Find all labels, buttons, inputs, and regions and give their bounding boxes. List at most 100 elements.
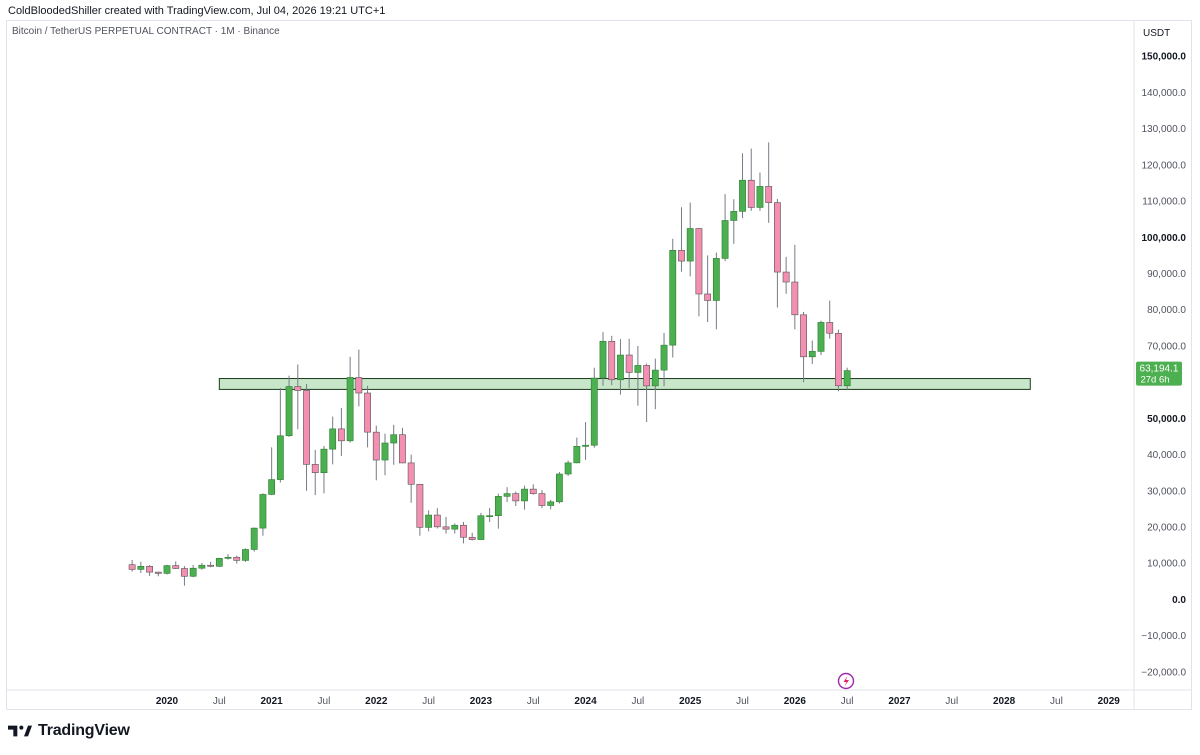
candle[interactable]: [486, 508, 494, 522]
candle[interactable]: [617, 339, 624, 395]
candle[interactable]: [311, 449, 319, 496]
candle[interactable]: [808, 340, 816, 365]
candle[interactable]: [730, 199, 738, 244]
lightning-icon[interactable]: [837, 672, 855, 690]
candle[interactable]: [529, 484, 537, 495]
candle[interactable]: [503, 487, 511, 503]
y-tick-label: −10,000.0: [1141, 631, 1186, 642]
candle[interactable]: [739, 153, 746, 219]
candle[interactable]: [250, 527, 258, 552]
candle[interactable]: [573, 437, 581, 464]
candle-body: [416, 483, 424, 528]
candle[interactable]: [390, 424, 398, 465]
candle[interactable]: [451, 523, 459, 534]
candle[interactable]: [320, 445, 328, 494]
candle[interactable]: [651, 358, 659, 410]
candle[interactable]: [538, 490, 546, 509]
y-tick-label: 70,000.0: [1147, 341, 1186, 352]
candle[interactable]: [712, 252, 720, 330]
candle[interactable]: [294, 364, 302, 430]
candle[interactable]: [817, 320, 825, 355]
candle[interactable]: [242, 548, 249, 562]
candle[interactable]: [181, 566, 188, 586]
candle[interactable]: [468, 532, 476, 541]
candle-body: [285, 386, 293, 437]
candle[interactable]: [564, 460, 572, 476]
x-tick-label: Jul: [422, 696, 435, 707]
candle[interactable]: [276, 387, 284, 483]
candle[interactable]: [329, 416, 337, 465]
candle[interactable]: [425, 510, 432, 532]
candle[interactable]: [835, 329, 842, 392]
candle[interactable]: [268, 447, 276, 496]
candle[interactable]: [582, 422, 589, 460]
candle[interactable]: [407, 454, 415, 503]
candle[interactable]: [826, 300, 834, 339]
support-zone[interactable]: [218, 378, 1031, 390]
candle[interactable]: [686, 202, 694, 277]
candle[interactable]: [442, 516, 450, 534]
candle[interactable]: [843, 367, 851, 390]
candle[interactable]: [172, 561, 180, 570]
candle[interactable]: [381, 433, 389, 476]
candle[interactable]: [800, 311, 807, 383]
candle[interactable]: [477, 512, 485, 540]
candle[interactable]: [634, 345, 642, 406]
candle[interactable]: [765, 142, 773, 223]
candle[interactable]: [608, 335, 616, 386]
candle[interactable]: [303, 383, 310, 491]
candle[interactable]: [782, 256, 790, 294]
candle[interactable]: [207, 561, 214, 568]
candle[interactable]: [163, 564, 171, 575]
chart-frame[interactable]: [6, 20, 1192, 710]
candle[interactable]: [224, 554, 232, 560]
candle[interactable]: [494, 493, 502, 529]
candle-body: [294, 386, 302, 391]
candle[interactable]: [747, 148, 755, 211]
candle[interactable]: [599, 332, 607, 386]
candle[interactable]: [695, 228, 703, 317]
candle[interactable]: [198, 562, 206, 570]
candle[interactable]: [555, 471, 563, 504]
candle[interactable]: [346, 356, 354, 443]
candle[interactable]: [660, 332, 668, 387]
candle[interactable]: [773, 198, 781, 308]
x-tick-label: Jul: [945, 696, 958, 707]
x-tick-label: Jul: [213, 696, 226, 707]
candle[interactable]: [791, 244, 799, 330]
candle[interactable]: [146, 565, 153, 576]
candle[interactable]: [460, 521, 467, 544]
candle[interactable]: [625, 338, 633, 388]
candle[interactable]: [704, 255, 712, 323]
candle[interactable]: [416, 483, 424, 536]
candle[interactable]: [337, 407, 345, 457]
candle[interactable]: [643, 363, 650, 422]
candle[interactable]: [355, 349, 363, 407]
candle-body: [233, 556, 241, 561]
candle[interactable]: [678, 207, 685, 272]
candle[interactable]: [399, 427, 406, 464]
candle[interactable]: [189, 565, 197, 578]
candle[interactable]: [259, 493, 267, 536]
candle[interactable]: [721, 194, 729, 262]
candle[interactable]: [512, 491, 520, 507]
candle[interactable]: [364, 385, 371, 448]
candle-body: [695, 228, 703, 295]
candle[interactable]: [669, 238, 677, 358]
candle[interactable]: [285, 375, 293, 437]
candle[interactable]: [547, 499, 555, 510]
candle-body: [311, 464, 319, 474]
candle[interactable]: [756, 172, 764, 211]
x-tick-label: 2020: [156, 696, 179, 707]
candle[interactable]: [521, 485, 528, 510]
candle[interactable]: [433, 508, 441, 529]
candle[interactable]: [233, 555, 241, 564]
candle[interactable]: [128, 559, 136, 572]
candle[interactable]: [590, 367, 598, 448]
candle[interactable]: [372, 425, 380, 481]
candle[interactable]: [154, 571, 162, 577]
candle[interactable]: [215, 557, 223, 568]
candle[interactable]: [137, 561, 145, 574]
